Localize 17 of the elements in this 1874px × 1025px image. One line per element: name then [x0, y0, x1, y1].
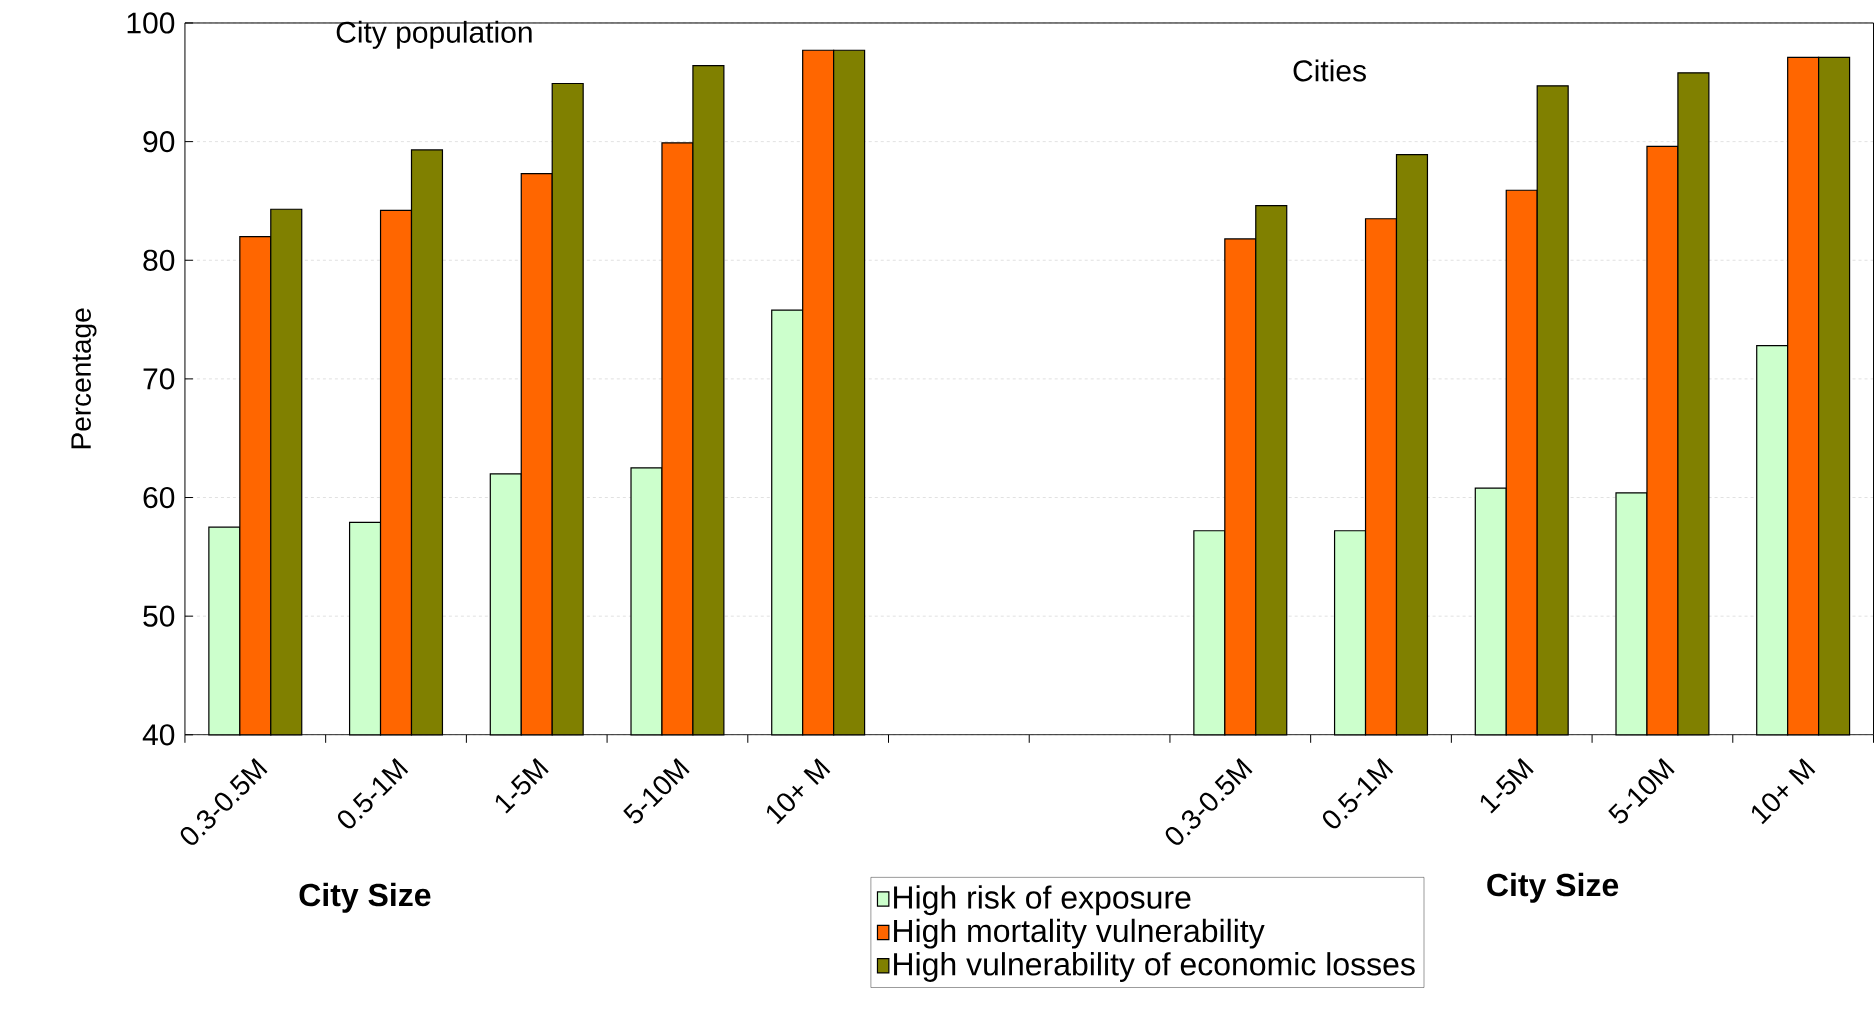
x-tick-label: 10+ M [766, 758, 831, 825]
annotation: Cities [1293, 59, 1366, 82]
y-tick-label: 100 [127, 12, 175, 34]
y-tick-label: 50 [143, 605, 175, 627]
x-axis-title: City Size [299, 882, 431, 913]
legend-label: High risk of exposure [894, 885, 1191, 916]
y-axis-title: Percentage [71, 308, 97, 449]
y-tick-label: 80 [143, 249, 175, 272]
y-tick-label: 70 [143, 368, 175, 390]
legend-label: High mortality vulnerability [894, 918, 1265, 949]
y-tick-label: 90 [143, 131, 175, 153]
y-tick-label: 40 [142, 724, 175, 746]
annotation: City population [336, 21, 532, 49]
legend-label: High vulnerability of economic losses [894, 952, 1415, 983]
x-tick-label: 10+ M [1751, 758, 1816, 825]
text: City Size [1487, 873, 1619, 903]
y-tick-label: 60 [143, 487, 175, 509]
